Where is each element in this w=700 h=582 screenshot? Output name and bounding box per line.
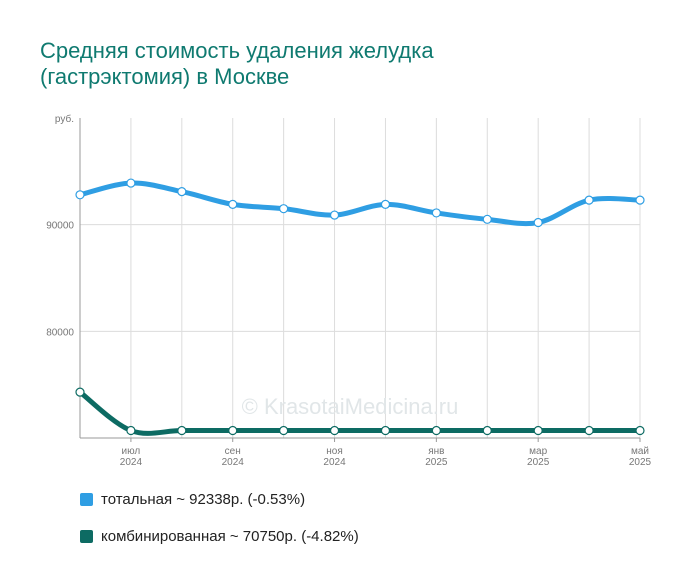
legend-item-total[interactable]: тотальная ~ 92338р. (-0.53%) xyxy=(80,488,359,510)
data-point-total xyxy=(126,178,136,188)
data-point-total xyxy=(431,208,441,218)
chart-title-line-1: Средняя стоимость удаления желудка xyxy=(40,38,434,63)
x-tick-label: 2024 xyxy=(120,457,143,468)
data-point-combined xyxy=(279,425,289,436)
data-point-total xyxy=(380,199,391,209)
x-tick-label: 2025 xyxy=(527,457,550,468)
x-tick-label: июл xyxy=(122,446,141,457)
data-point-combined xyxy=(126,425,136,436)
legend-swatch-combined xyxy=(80,529,93,543)
legend: тотальная ~ 92338р. (-0.53%) комбинирова… xyxy=(80,488,359,562)
x-tick-label: 2024 xyxy=(222,457,245,468)
legend-label-combined: комбинированная ~ 70750р. (-4.82%) xyxy=(101,527,359,545)
x-tick-label: янв xyxy=(428,446,444,457)
x-tick-label: сен xyxy=(225,446,241,457)
data-point-total xyxy=(635,195,645,205)
y-axis-unit-label: руб. xyxy=(55,113,74,125)
x-tick-label: 2025 xyxy=(629,457,652,468)
data-point-total xyxy=(75,190,85,200)
y-tick-label: 80000 xyxy=(46,327,74,338)
legend-swatch-total xyxy=(80,492,93,506)
data-point-combined xyxy=(431,425,441,436)
x-tick-label: 2025 xyxy=(425,457,448,468)
data-point-total xyxy=(482,214,492,224)
data-point-combined xyxy=(380,425,391,436)
chart-title-line-2: (гастрэктомия) в Москве xyxy=(40,64,290,89)
data-point-total xyxy=(279,204,289,214)
data-point-combined xyxy=(228,425,238,436)
x-tick-label: май xyxy=(631,446,649,457)
data-point-combined xyxy=(177,425,187,436)
x-tick-label: мар xyxy=(529,446,547,457)
x-tick-label: 2024 xyxy=(323,457,346,468)
data-point-total xyxy=(329,210,340,220)
chart-title: Средняя стоимость удаления желудка (гаст… xyxy=(40,38,660,90)
series-line-combined xyxy=(77,389,643,436)
data-point-combined xyxy=(533,425,543,436)
data-point-combined xyxy=(635,425,645,436)
data-point-combined xyxy=(75,387,85,397)
legend-item-combined[interactable]: комбинированная ~ 70750р. (-4.82%) xyxy=(80,525,359,547)
data-point-total xyxy=(177,187,187,197)
data-point-total xyxy=(533,217,543,228)
x-tick-label: ноя xyxy=(326,446,343,457)
series-line-total xyxy=(77,180,643,227)
data-point-total xyxy=(584,195,594,205)
data-point-combined xyxy=(584,425,594,436)
data-point-combined xyxy=(329,425,340,436)
y-tick-label: 90000 xyxy=(46,221,74,232)
line-chart: 8000090000руб.июл2024сен2024ноя2024янв20… xyxy=(46,113,652,468)
data-point-combined xyxy=(482,425,492,436)
data-point-total xyxy=(228,199,238,209)
legend-label-total: тотальная ~ 92338р. (-0.53%) xyxy=(101,490,306,508)
